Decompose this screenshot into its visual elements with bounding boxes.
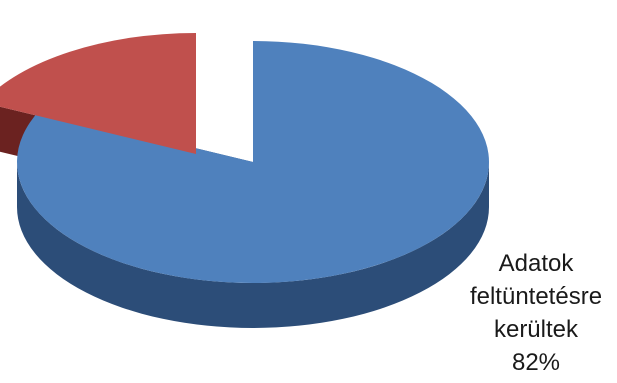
slice-label-line-1: Adatok — [499, 250, 575, 277]
pie-slice-1 — [0, 33, 196, 154]
slice-labels: Adatok feltüntetésre kerültek 82% — [470, 250, 602, 376]
slice-label-line-2: feltüntetésre — [470, 283, 602, 310]
slice-label-line-3: kerültek — [494, 316, 579, 343]
slice-tops — [0, 33, 489, 283]
slice-value-label: 82% — [512, 349, 560, 376]
pie-slice-0 — [16, 41, 489, 283]
